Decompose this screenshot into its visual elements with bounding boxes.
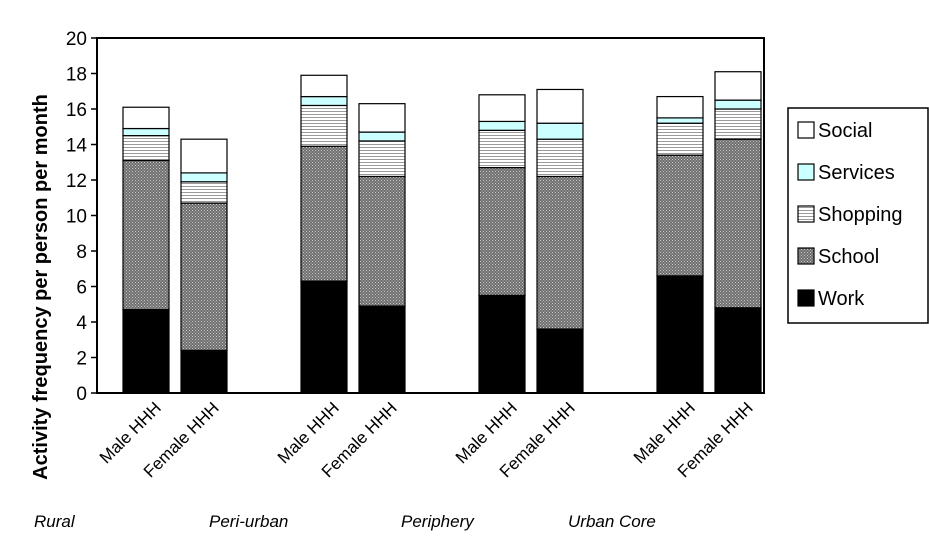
bar-segment-services [122,127,170,137]
y-tick-label: 16 [66,100,87,121]
legend-label-work: Work [818,288,865,310]
bar-segment-social [478,94,526,123]
bar-segment-services [180,172,228,183]
y-tick-label: 10 [66,207,87,228]
y-tick-label: 12 [66,171,87,192]
bar-segment-social [180,138,228,174]
legend-swatch-social [797,121,815,139]
legend-swatch-work [797,289,815,307]
bar-segment-shopping [536,138,584,178]
bar-segment-school [536,175,584,330]
legend-label-social: Social [818,120,872,142]
bar-segment-social [358,103,406,133]
legend: Social Services Shopping School Work [787,107,929,324]
y-tick-label: 0 [76,384,87,405]
legend-label-shopping: Shopping [818,204,903,226]
group-label-periphery: Periphery [401,512,475,531]
bar-segment-school [300,145,348,282]
bar-segment-school [478,166,526,296]
bar-segment-services [300,95,348,107]
legend-label-services: Services [818,162,895,184]
bar-segment-work [358,305,406,394]
legend-swatch-school [797,247,815,265]
bar-segment-services [656,117,704,124]
legend-label-school: School [818,246,879,268]
y-tick-label: 2 [76,349,87,370]
bar-segment-social [300,74,348,98]
bar-segment-school [358,175,406,307]
bar-segment-school [714,138,762,309]
bar-segment-shopping [358,140,406,178]
y-axis-label: Activity frequency per person per month [30,94,52,480]
bars [122,71,762,394]
bar-segment-services [536,122,584,140]
bar-segment-school [656,154,704,277]
bar-segment-shopping [656,122,704,156]
bar-segment-social [714,71,762,101]
plot-area-frame [96,37,765,394]
group-label-peri-urban: Peri-urban [209,512,288,531]
y-tick-label: 4 [76,313,87,334]
legend-swatch-services [797,163,815,181]
group-labels: Rural Peri-urban Periphery Urban Core [34,512,656,531]
group-label-urban-core: Urban Core [568,512,656,531]
bar-segment-work [714,307,762,394]
bar-segment-social [656,95,704,119]
bar-segment-shopping [180,181,228,204]
bar-segment-social [536,88,584,124]
y-tick-label: 8 [76,242,87,263]
legend-swatch-shopping [797,205,815,223]
bar-segment-shopping [122,135,170,162]
bar-segment-social [122,106,170,130]
y-tick-label: 20 [66,29,87,50]
bar-segment-work [536,328,584,394]
bar-segment-shopping [300,104,348,147]
y-tick-label: 6 [76,278,87,299]
bar-segment-services [478,120,526,131]
bar-segment-work [656,275,704,394]
y-tick-label: 14 [66,136,88,157]
bar-segment-work [122,308,170,394]
bar-segment-work [180,349,228,394]
bar-segment-work [300,280,348,394]
y-tick-label: 18 [66,65,87,86]
bar-segment-services [358,131,406,142]
bar-segment-services [714,99,762,110]
bar-segment-shopping [714,108,762,140]
bar-segment-work [478,294,526,394]
group-label-rural: Rural [34,512,76,531]
bar-segment-school [122,159,170,311]
bar-segment-school [180,202,228,351]
y-axis-ticks: 0 2 4 6 8 10 12 14 16 18 20 [66,29,97,405]
bar-segment-shopping [478,129,526,169]
